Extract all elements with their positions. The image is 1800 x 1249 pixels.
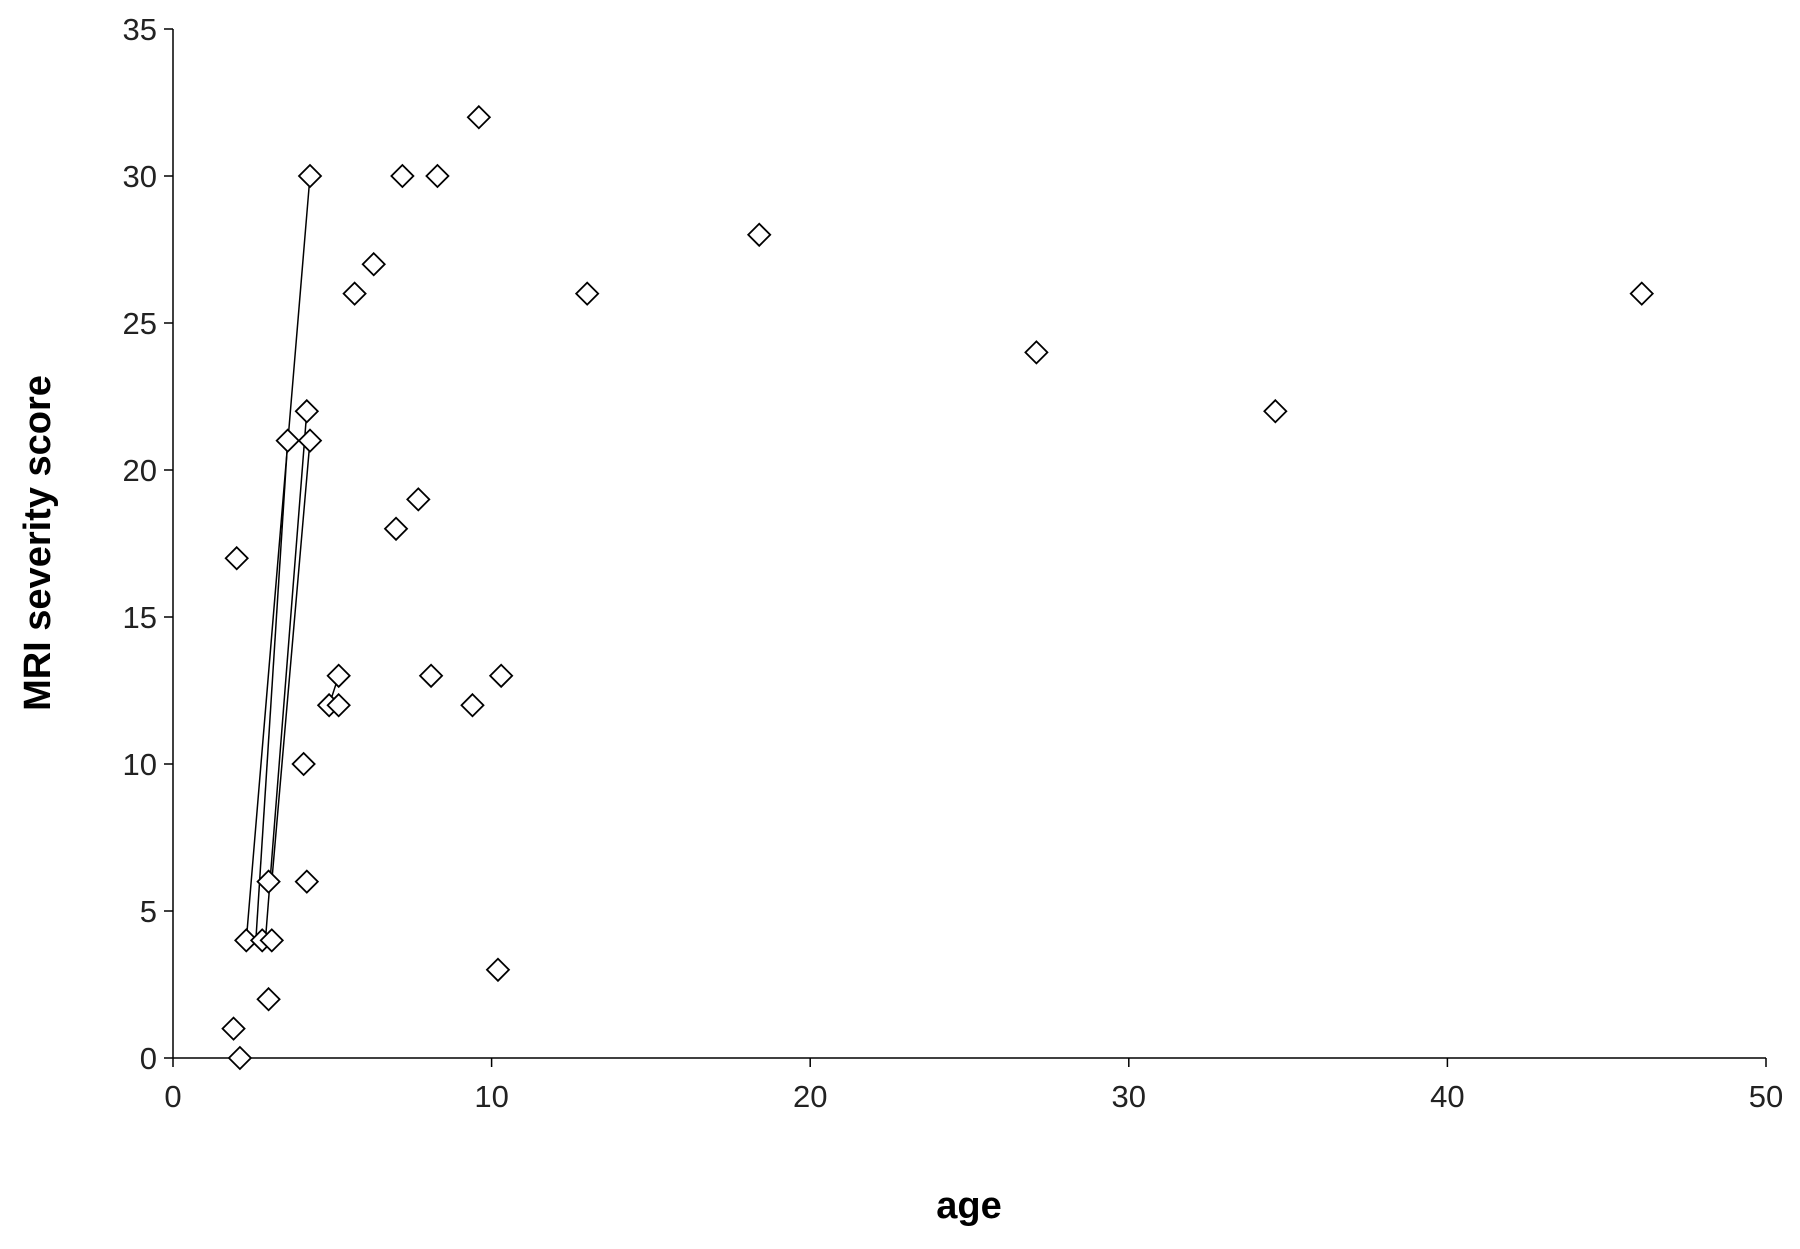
y-tick-label: 30 [123,159,157,194]
point [297,428,323,453]
point [221,1016,246,1041]
x-tick-label: 40 [1430,1079,1464,1114]
point [294,869,320,894]
y-tick-label: 20 [123,453,157,488]
point [1263,398,1288,424]
y-tick-label: 10 [123,747,157,782]
x-axis-label: age [936,1185,1001,1227]
point [485,957,511,983]
point [1629,281,1655,306]
point [224,545,249,571]
point [418,663,444,689]
point [342,281,367,306]
point [361,251,386,277]
point [460,692,485,718]
y-tick-label: 0 [140,1041,157,1076]
point [466,104,492,130]
connecting-line [245,175,311,941]
point [256,869,281,894]
point [326,663,351,689]
point [746,222,772,248]
connecting-line [264,411,308,941]
point [297,163,323,189]
point [390,163,415,189]
y-tick-label: 25 [123,306,157,341]
x-tick-label: 30 [1112,1079,1146,1114]
point [275,428,300,453]
point [574,281,600,306]
y-axis-label: MRI severity score [17,375,59,711]
y-tick-label: 35 [123,12,157,47]
y-tick-label: 5 [140,894,157,929]
point [326,692,351,718]
point [406,487,431,512]
connecting-line [271,440,311,882]
point [1024,340,1049,365]
connecting-line [255,440,289,941]
point [425,163,450,189]
x-tick-label: 0 [164,1079,181,1114]
y-tick-label: 15 [123,600,157,635]
x-tick-label: 50 [1749,1079,1783,1114]
point [294,398,320,424]
point [256,986,281,1012]
point [488,663,514,689]
point [259,928,285,953]
x-tick-label: 20 [793,1079,827,1114]
x-tick-label: 10 [474,1079,508,1114]
point [227,1045,253,1071]
point [383,516,409,542]
point [291,751,316,777]
